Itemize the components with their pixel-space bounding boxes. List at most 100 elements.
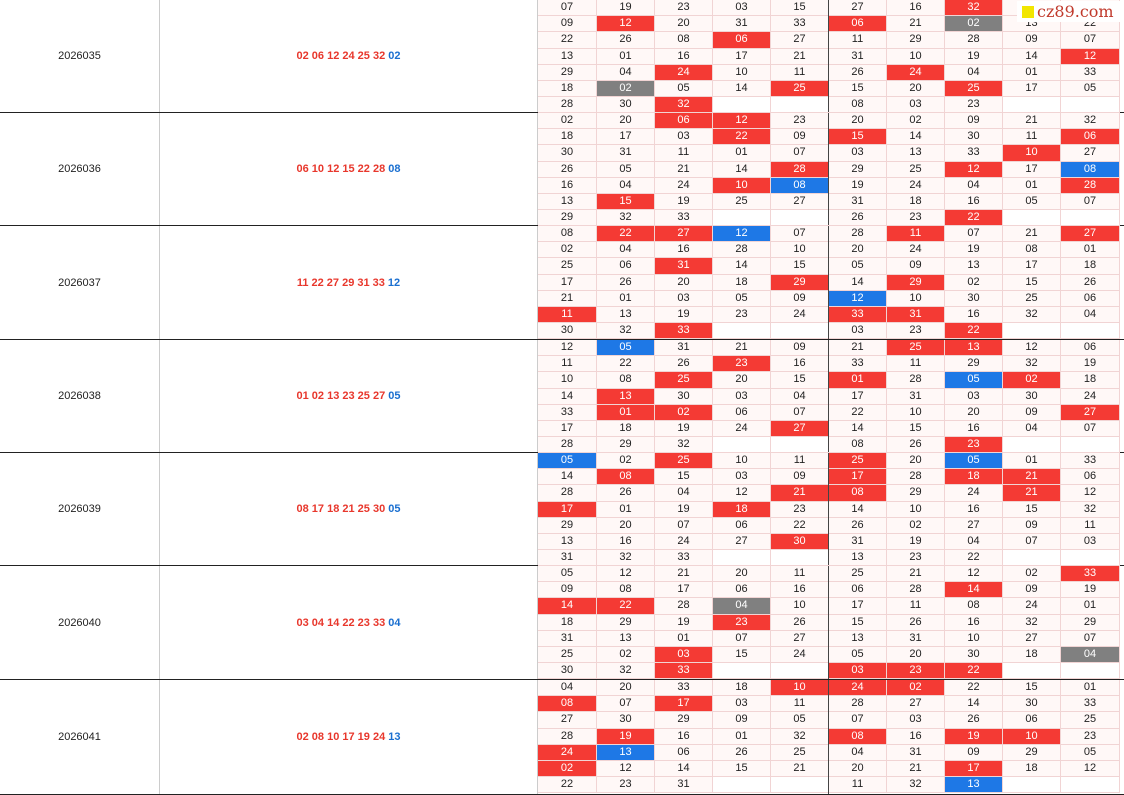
number-cell: 10: [771, 242, 829, 259]
number-cell: 08: [945, 598, 1003, 615]
number-cell: [713, 550, 771, 567]
number-cell: 05: [1061, 744, 1120, 761]
hit-cell: 14: [945, 582, 1003, 599]
number-cell: 33: [655, 210, 713, 227]
number-cell: [1003, 777, 1061, 794]
blue-hit-cell: 12: [713, 226, 771, 243]
hit-cell: 25: [771, 81, 829, 98]
draw-result: 08 17 18 21 25 30 05: [160, 453, 538, 565]
number-cell: 10: [538, 372, 597, 389]
red-balls: 08 17 18 21 25 30: [296, 503, 386, 515]
hit-cell: 13: [945, 340, 1003, 357]
column-divider: [828, 113, 829, 225]
number-cell: 20: [829, 113, 887, 130]
number-cell: 21: [771, 48, 829, 65]
number-cell: 24: [1061, 388, 1120, 405]
number-cell: 11: [887, 356, 945, 373]
number-cell: 09: [945, 113, 1003, 130]
hit-cell: 32: [945, 0, 1003, 17]
number-cell: 09: [771, 290, 829, 307]
number-cell: 17: [597, 129, 655, 146]
hit-cell: 11: [887, 226, 945, 243]
repeat-cell: 02: [945, 16, 1003, 33]
number-cell: 16: [887, 0, 945, 17]
number-cell: [771, 323, 829, 340]
number-cell: 26: [597, 32, 655, 49]
number-cell: 14: [538, 469, 597, 486]
number-cell: [1003, 437, 1061, 454]
number-cell: 21: [887, 16, 945, 33]
hit-cell: 19: [945, 728, 1003, 745]
number-cell: 24: [887, 242, 945, 259]
blue-ball: 02: [388, 50, 401, 62]
number-cell: 18: [538, 614, 597, 631]
number-cell: [1061, 97, 1120, 114]
number-cell: 02: [1003, 566, 1061, 583]
hit-cell: 17: [829, 469, 887, 486]
number-cell: [713, 437, 771, 454]
number-cell: 08: [655, 32, 713, 49]
number-cell: 06: [713, 582, 771, 599]
number-cell: 21: [887, 761, 945, 778]
number-cell: 03: [713, 0, 771, 17]
draw-result: 11 22 27 29 31 33 12: [160, 226, 538, 339]
number-cell: 06: [1003, 712, 1061, 729]
number-cell: 28: [655, 598, 713, 615]
number-cell: [1061, 437, 1120, 454]
number-cell: 22: [771, 517, 829, 534]
number-cell: 22: [597, 356, 655, 373]
number-cell: [771, 210, 829, 227]
draw-result: 01 02 13 23 25 27 05: [160, 340, 538, 452]
red-balls: 11 22 27 29 31 33: [296, 276, 385, 289]
number-cell: 16: [655, 242, 713, 259]
number-cell: 32: [597, 663, 655, 680]
site-logo[interactable]: cz89.com: [1017, 1, 1123, 22]
number-cell: 33: [1061, 453, 1120, 470]
number-cell: 32: [597, 323, 655, 340]
hit-cell: 18: [945, 469, 1003, 486]
number-cell: 33: [1061, 64, 1120, 81]
number-cell: 09: [538, 582, 597, 599]
number-cell: 19: [655, 194, 713, 211]
hit-cell: 27: [1061, 404, 1120, 421]
number-cell: [713, 777, 771, 794]
number-cell: 05: [538, 566, 597, 583]
number-cell: 19: [1061, 356, 1120, 373]
red-balls: 06 10 12 15 22 28: [296, 163, 386, 175]
hit-cell: 27: [771, 421, 829, 438]
number-cell: 33: [655, 680, 713, 697]
hit-cell: 15: [597, 194, 655, 211]
number-cell: 30: [538, 323, 597, 340]
number-cell: 21: [538, 290, 597, 307]
hit-cell: 22: [945, 663, 1003, 680]
number-cell: 28: [887, 372, 945, 389]
blue-hit-cell: 05: [597, 340, 655, 357]
number-cell: 07: [538, 0, 597, 17]
number-cell: 15: [1003, 501, 1061, 518]
number-cell: 26: [829, 210, 887, 227]
number-grid: 04 20 33 18 10 24 02 22 15 01 08 07 17 03 11 28 27 14 30 33…: [538, 680, 1120, 794]
number-cell: 23: [887, 210, 945, 227]
number-cell: 16: [887, 728, 945, 745]
number-cell: 32: [1003, 614, 1061, 631]
number-cell: 01: [1061, 242, 1120, 259]
number-cell: 11: [538, 356, 597, 373]
number-cell: 14: [713, 81, 771, 98]
number-cell: 19: [1061, 582, 1120, 599]
number-cell: 11: [771, 566, 829, 583]
number-cell: 24: [771, 647, 829, 664]
number-cell: 07: [1003, 534, 1061, 551]
number-cell: 25: [1061, 712, 1120, 729]
hit-cell: 24: [538, 744, 597, 761]
number-cell: 12: [1061, 485, 1120, 502]
blue-hit-cell: 12: [829, 290, 887, 307]
number-cell: 14: [713, 161, 771, 178]
repeat-cell: 04: [1061, 647, 1120, 664]
number-cell: 06: [1061, 469, 1120, 486]
hit-cell: 23: [887, 663, 945, 680]
number-cell: 16: [771, 582, 829, 599]
hit-cell: 19: [597, 728, 655, 745]
hit-cell: 25: [655, 453, 713, 470]
number-cell: 07: [1061, 421, 1120, 438]
number-cell: 10: [713, 64, 771, 81]
